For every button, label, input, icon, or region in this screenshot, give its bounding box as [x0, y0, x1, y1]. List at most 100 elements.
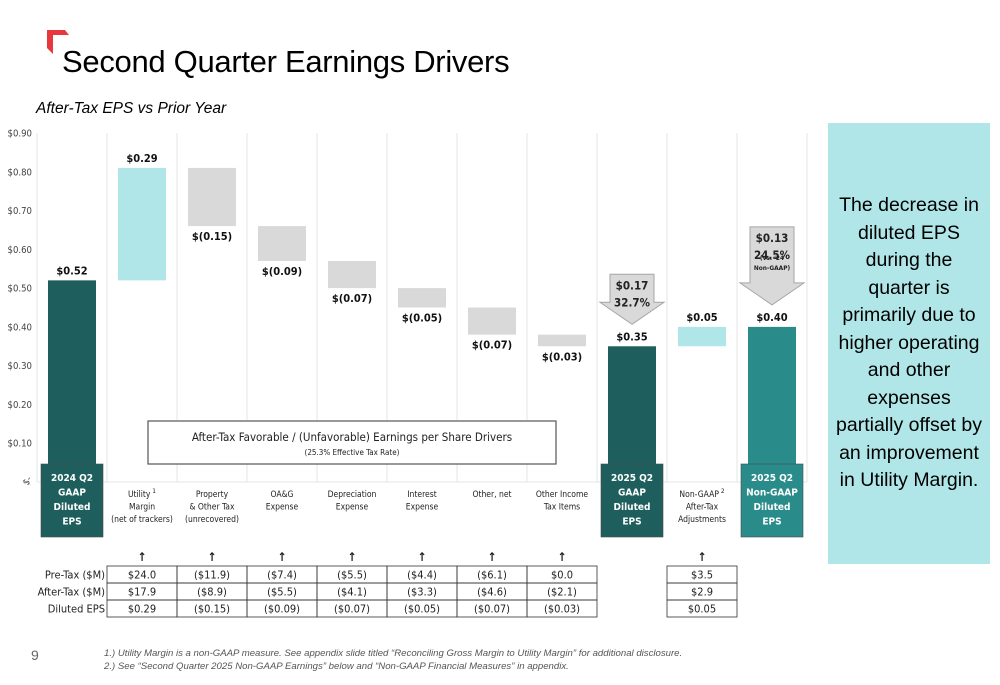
up-arrow-icon: ↑ [417, 550, 426, 564]
category-label: & Other Tax [189, 503, 234, 513]
category-labels: 2024 Q2 GAAP Diluted EPS Utility 1 Margin (net… [40, 463, 804, 538]
up-arrow-icon: ↑ [487, 550, 496, 564]
table-cell-value: ($8.9) [197, 586, 227, 599]
category-label: 2024 Q2 [51, 473, 93, 484]
category-label: Diluted [614, 502, 651, 513]
table-cell-value: $17.9 [128, 586, 156, 599]
table-cell-value: ($0.03) [544, 603, 580, 616]
category-label: Other Income [536, 490, 589, 500]
up-arrow-icon: ↑ [277, 550, 286, 564]
annotation-text: (vs. '24 [760, 254, 784, 262]
table-cell-value: ($4.4) [407, 569, 437, 582]
bars: $0.52 $0.29 $(0.15) $(0.09) $(0.07) $(0.05) $(… [48, 152, 796, 482]
summary-text: The decrease in diluted EPS during the q… [836, 194, 982, 492]
category-label: Non-GAAP 2 [679, 487, 724, 500]
category-box [740, 463, 804, 538]
table-cell-value: ($5.5) [337, 569, 367, 582]
category-label: Tax Items [543, 503, 580, 513]
category-label: Expense [406, 503, 439, 513]
up-arrow-icon: ↑ [207, 550, 216, 564]
data-label: $0.05 [686, 311, 717, 324]
category-box [600, 463, 664, 538]
down-arrow-icon [738, 226, 806, 306]
data-label: $0.40 [756, 311, 787, 324]
data-label: $(0.07) [472, 339, 512, 352]
category-label: GAAP [618, 488, 646, 499]
data-label: $(0.07) [332, 292, 372, 305]
table-cell-value: ($11.9) [194, 569, 230, 582]
y-tick-label: $0.60 [8, 245, 32, 256]
category-label: EPS [622, 517, 641, 528]
table-cell-value: ($2.1) [547, 586, 577, 599]
summary-callout: The decrease in diluted EPS during the q… [828, 123, 990, 564]
annotation-text: $0.13 [756, 231, 789, 245]
category-label: EPS [762, 517, 781, 528]
y-tick-label: $- [21, 475, 35, 488]
y-tick-label: $0.90 [8, 129, 32, 140]
footnote-1: 1.) Utility Margin is a non-GAAP measure… [104, 648, 683, 659]
category-label: Other, net [472, 490, 511, 500]
category-box [40, 463, 104, 538]
category-label: Diluted [54, 502, 91, 513]
annotation-text: 32.7% [614, 295, 651, 309]
table-row-label: Diluted EPS [48, 603, 105, 616]
table-row-label: After-Tax ($M) [38, 586, 106, 599]
table-cell-value: ($4.1) [337, 586, 367, 599]
category-label: After-Tax [686, 503, 719, 513]
drivers-box-title: After-Tax Favorable / (Unfavorable) Earn… [192, 430, 512, 444]
bar [678, 326, 726, 347]
bar [608, 346, 656, 482]
up-arrow-icon: ↑ [347, 550, 356, 564]
category-label: GAAP [58, 488, 86, 499]
bar [118, 167, 166, 281]
y-axis: $- $0.10 $0.20 $0.30 $0.40 $0.50 $0.60 $0.70 $0.… [8, 129, 35, 488]
footnote-ref: 2 [719, 487, 725, 495]
data-label: $0.52 [56, 264, 87, 277]
annotation-text: 24.5% [754, 248, 791, 262]
annotation-text: Non-GAAP) [754, 264, 791, 272]
driver-table: Pre-Tax ($M) After-Tax ($M) Diluted EPS ↑ $2… [38, 550, 738, 618]
table-cell-value: ($0.15) [194, 603, 230, 616]
table-cell-value: ($0.09) [264, 603, 300, 616]
table-cell-value: ($3.3) [407, 586, 437, 599]
bar [328, 260, 376, 289]
footnote-ref: 1 [150, 487, 156, 495]
table-cell-value: $2.9 [691, 586, 713, 599]
bar [398, 288, 446, 308]
y-tick-label: $0.80 [8, 167, 32, 178]
bar [468, 307, 516, 335]
y-tick-label: $0.50 [8, 284, 32, 295]
category-label: Expense [336, 503, 369, 513]
category-label: Utility 1 [128, 487, 156, 500]
up-arrow-icon: ↑ [137, 550, 146, 564]
table-cell-value: ($0.07) [334, 603, 370, 616]
category-label: Expense [266, 503, 299, 513]
category-label: Depreciation [328, 490, 377, 500]
table-cell-value: ($0.07) [474, 603, 510, 616]
category-label: Interest [407, 490, 436, 500]
category-label: Non-GAAP [746, 488, 798, 499]
annotations: $0.17 32.7% $0.13 24.5%(vs. '24 Non-GAAP) [598, 226, 806, 325]
y-tick-label: $0.10 [8, 439, 32, 450]
page-number: 9 [31, 647, 39, 663]
drivers-box-frame [147, 420, 557, 465]
category-label: EPS [62, 517, 81, 528]
data-label: $(0.15) [192, 230, 232, 243]
drivers-box: After-Tax Favorable / (Unfavorable) Earn… [147, 420, 557, 465]
table-cell-value: ($4.6) [477, 586, 507, 599]
up-arrow-icon: ↑ [697, 550, 706, 564]
category-label: OA&G [271, 490, 294, 500]
chart-subtitle: After-Tax EPS vs Prior Year [36, 100, 227, 117]
table-cell [666, 599, 738, 618]
data-label: $0.29 [126, 152, 157, 165]
y-tick-label: $0.20 [8, 400, 32, 411]
down-arrow-icon [598, 273, 666, 325]
table-cell-value: $0.05 [688, 603, 716, 616]
category-label: 2025 Q2 [611, 473, 653, 484]
table-cell [526, 599, 598, 618]
up-arrow-icon: ↑ [557, 550, 566, 564]
table-cell-value: ($7.4) [267, 569, 297, 582]
category-label: 2025 Q2 [751, 473, 793, 484]
y-tick-label: $0.70 [8, 206, 32, 217]
table-row-label: Pre-Tax ($M) [45, 569, 105, 582]
